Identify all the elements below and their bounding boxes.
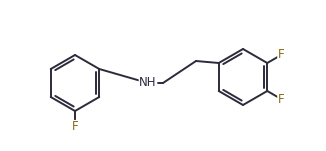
Text: NH: NH	[139, 77, 157, 90]
Text: F: F	[278, 93, 284, 106]
Text: F: F	[278, 48, 284, 61]
Text: F: F	[72, 120, 78, 133]
